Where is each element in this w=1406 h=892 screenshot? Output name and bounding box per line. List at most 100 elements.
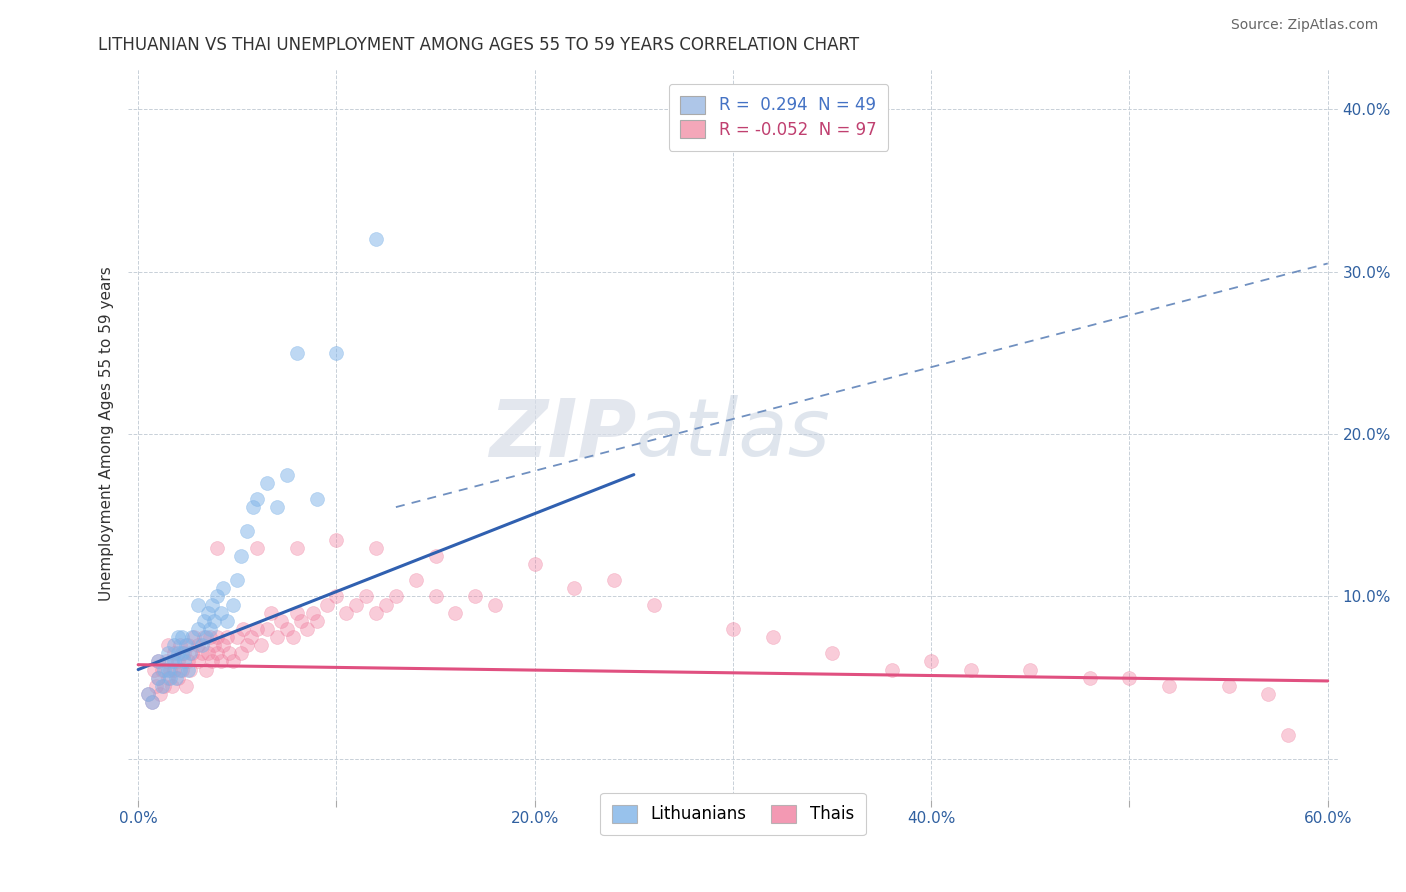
Point — [1257, 687, 1279, 701]
Point — [721, 622, 744, 636]
Point — [222, 598, 245, 612]
Point — [163, 663, 186, 677]
Point — [603, 573, 626, 587]
Point — [290, 614, 312, 628]
Point — [405, 573, 427, 587]
Point — [425, 590, 447, 604]
Point — [523, 557, 546, 571]
Point — [425, 549, 447, 563]
Point — [1218, 679, 1240, 693]
Point — [202, 614, 225, 628]
Point — [173, 655, 195, 669]
Point — [295, 622, 318, 636]
Point — [920, 655, 942, 669]
Point — [194, 663, 217, 677]
Point — [364, 232, 387, 246]
Point — [136, 687, 159, 701]
Point — [285, 541, 308, 555]
Point — [153, 679, 176, 693]
Point — [1078, 671, 1101, 685]
Point — [325, 533, 347, 547]
Point — [149, 687, 172, 701]
Point — [385, 590, 408, 604]
Point — [169, 663, 191, 677]
Point — [193, 630, 215, 644]
Point — [226, 573, 249, 587]
Legend: Lithuanians, Thais: Lithuanians, Thais — [600, 793, 866, 835]
Point — [165, 671, 187, 685]
Point — [156, 663, 179, 677]
Point — [246, 622, 269, 636]
Point — [1118, 671, 1140, 685]
Point — [285, 606, 308, 620]
Point — [174, 679, 197, 693]
Point — [141, 695, 163, 709]
Point — [193, 614, 215, 628]
Point — [562, 582, 585, 596]
Point — [246, 541, 269, 555]
Point — [163, 655, 186, 669]
Point — [180, 630, 202, 644]
Point — [315, 598, 337, 612]
Point — [364, 606, 387, 620]
Point — [202, 638, 225, 652]
Point — [231, 646, 253, 660]
Point — [177, 638, 200, 652]
Point — [163, 646, 186, 660]
Point — [209, 655, 232, 669]
Point — [177, 655, 200, 669]
Point — [187, 598, 209, 612]
Point — [207, 646, 229, 660]
Point — [266, 500, 288, 515]
Point — [141, 695, 163, 709]
Point — [1159, 679, 1181, 693]
Point — [222, 655, 245, 669]
Point — [335, 606, 357, 620]
Point — [190, 638, 212, 652]
Point — [174, 638, 197, 652]
Point — [146, 671, 169, 685]
Point — [155, 655, 177, 669]
Point — [153, 663, 176, 677]
Point — [173, 646, 195, 660]
Point — [169, 638, 191, 652]
Point — [187, 655, 209, 669]
Point — [217, 614, 239, 628]
Point — [200, 598, 222, 612]
Point — [242, 500, 264, 515]
Point — [256, 622, 278, 636]
Point — [226, 630, 249, 644]
Point — [179, 646, 201, 660]
Point — [145, 679, 167, 693]
Point — [156, 646, 179, 660]
Point — [231, 549, 253, 563]
Point — [246, 491, 269, 506]
Point — [240, 630, 263, 644]
Point — [177, 663, 200, 677]
Point — [180, 646, 202, 660]
Point — [276, 467, 298, 482]
Point — [285, 346, 308, 360]
Point — [464, 590, 486, 604]
Point — [197, 606, 219, 620]
Point — [198, 622, 221, 636]
Point — [179, 663, 201, 677]
Point — [276, 622, 298, 636]
Point — [484, 598, 506, 612]
Point — [207, 541, 229, 555]
Point — [250, 638, 273, 652]
Point — [207, 590, 229, 604]
Point — [375, 598, 398, 612]
Point — [960, 663, 983, 677]
Point — [190, 646, 212, 660]
Point — [218, 646, 240, 660]
Text: LITHUANIAN VS THAI UNEMPLOYMENT AMONG AGES 55 TO 59 YEARS CORRELATION CHART: LITHUANIAN VS THAI UNEMPLOYMENT AMONG AG… — [98, 36, 859, 54]
Point — [444, 606, 467, 620]
Point — [256, 475, 278, 490]
Point — [325, 590, 347, 604]
Point — [194, 630, 217, 644]
Point — [325, 346, 347, 360]
Point — [880, 663, 903, 677]
Point — [821, 646, 844, 660]
Point — [166, 646, 188, 660]
